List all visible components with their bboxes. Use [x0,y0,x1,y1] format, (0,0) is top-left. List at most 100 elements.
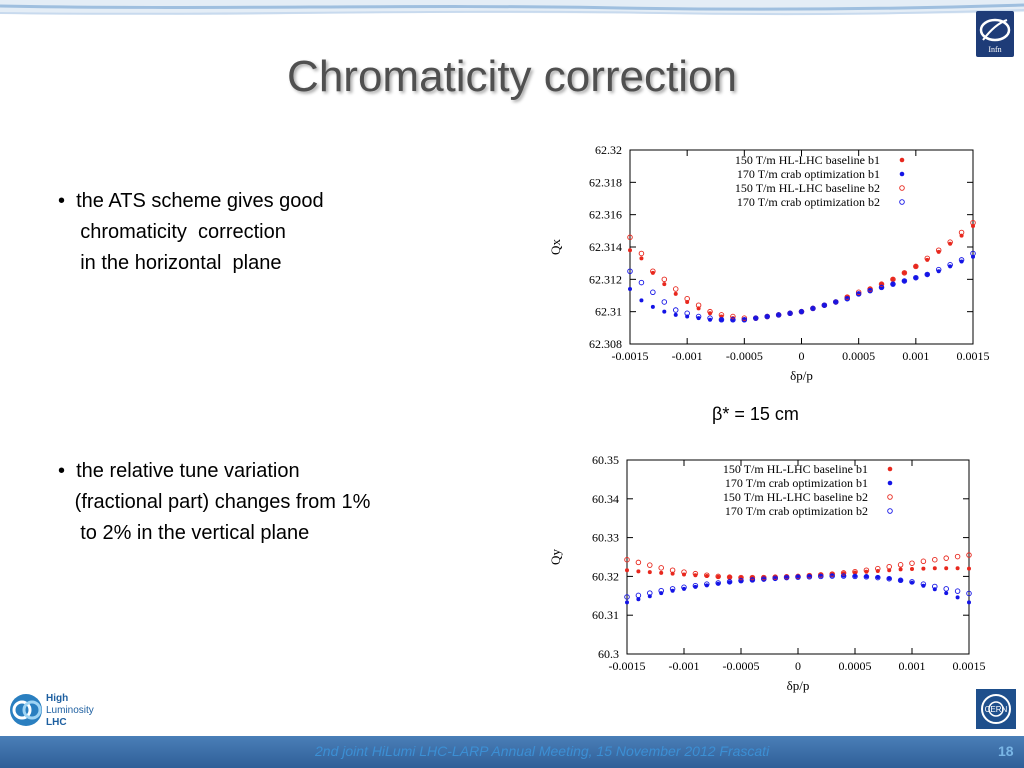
data-point [650,304,655,309]
data-point [840,570,847,576]
data-point [627,234,633,241]
data-point [909,560,915,566]
x-tick-label: 0.0005 [842,349,875,363]
x-tick-label: 0 [799,349,805,363]
data-point [650,289,656,296]
data-point [761,574,767,581]
cern-logo-text: CERN [985,705,1008,714]
data-point [932,566,937,571]
x-tick-label: 0.001 [902,349,929,363]
data-point [730,313,736,320]
data-point [681,569,687,575]
data-point [638,250,645,257]
data-point [886,563,892,570]
data-point [935,266,942,273]
bullet-line: in the horizontal plane [58,248,324,279]
data-point [890,282,895,287]
data-point [625,568,629,573]
legend-marker [899,185,905,191]
data-point [742,317,747,322]
data-point [727,580,732,585]
legend-label: 170 T/m crab optimization b1 [737,167,880,181]
x-tick-label: 0.001 [899,659,926,673]
hl-logo-line: LHC [46,717,67,728]
data-point [875,574,881,581]
data-point [695,302,702,308]
data-point [897,577,904,584]
data-point [650,268,656,274]
legend-label: 150 T/m HL-LHC baseline b2 [723,490,868,504]
data-point [761,576,767,582]
data-point [715,580,721,586]
data-point [684,310,690,317]
data-point [910,567,914,572]
data-point [920,581,927,587]
data-point [798,308,805,315]
bullet-line: • the relative tune variation [58,460,300,482]
data-point [639,298,644,303]
data-point [855,289,862,296]
y-axis-label: Qy [548,549,563,565]
data-point [696,316,701,321]
data-point [726,579,733,585]
data-point [913,264,918,269]
data-point [624,556,630,563]
data-point [795,574,801,580]
data-point [943,586,949,592]
x-tick-label: -0.0005 [723,659,760,673]
x-tick-label: 0.0005 [839,659,872,673]
data-point [932,556,938,563]
legend-label: 170 T/m crab optimization b2 [725,504,868,518]
data-point [853,574,857,579]
bullet-text: to 2% in the vertical plane [74,522,310,544]
y-tick-label: 62.316 [589,208,622,222]
data-point [727,575,732,580]
data-point [863,574,870,580]
y-tick-label: 60.31 [592,608,619,622]
data-point [636,597,641,602]
data-point [810,305,816,312]
data-point [902,278,907,283]
x-axis-label: δp/p [787,678,810,693]
data-point [684,295,690,302]
data-point [662,309,667,314]
data-point [662,282,667,287]
data-point [775,312,782,318]
data-point [810,306,815,311]
data-point [818,572,824,578]
data-point [787,310,793,317]
data-point [936,269,941,274]
data-point [944,591,949,596]
x-tick-label: -0.001 [669,659,700,673]
legend-marker [887,480,893,486]
data-point [955,566,960,571]
bullet-line: to 2% in the vertical plane [58,518,370,549]
legend-label: 170 T/m crab optimization b2 [737,195,880,209]
data-point [764,313,770,320]
data-point [852,573,858,580]
data-point [935,247,942,253]
beta-star-label: β* = 15 cm [712,404,799,424]
data-point [692,570,699,577]
x-tick-label: 0 [795,659,801,673]
legend-label: 150 T/m HL-LHC baseline b2 [735,181,880,195]
data-point [625,600,629,605]
y-axis-label: Qx [548,239,563,255]
x-tick-label: 0.0015 [957,349,990,363]
data-point [875,575,880,580]
data-point [799,309,804,314]
page-title: Chromaticity correction [287,52,737,101]
data-point [749,577,756,583]
data-point [639,256,644,261]
data-point [958,257,965,263]
y-tick-label: 62.308 [589,337,622,351]
data-point [715,573,721,580]
qx-chart: -0.0015 -0.001 -0.0005 0 0.0005 0.001 0.0015 62… [548,143,990,383]
data-point [897,562,904,568]
data-point [829,571,835,577]
legend-marker [899,199,905,205]
data-point [898,578,903,583]
data-point [867,287,873,294]
high-luminosity-lhc-logo: High Luminosity LHC [8,688,108,732]
